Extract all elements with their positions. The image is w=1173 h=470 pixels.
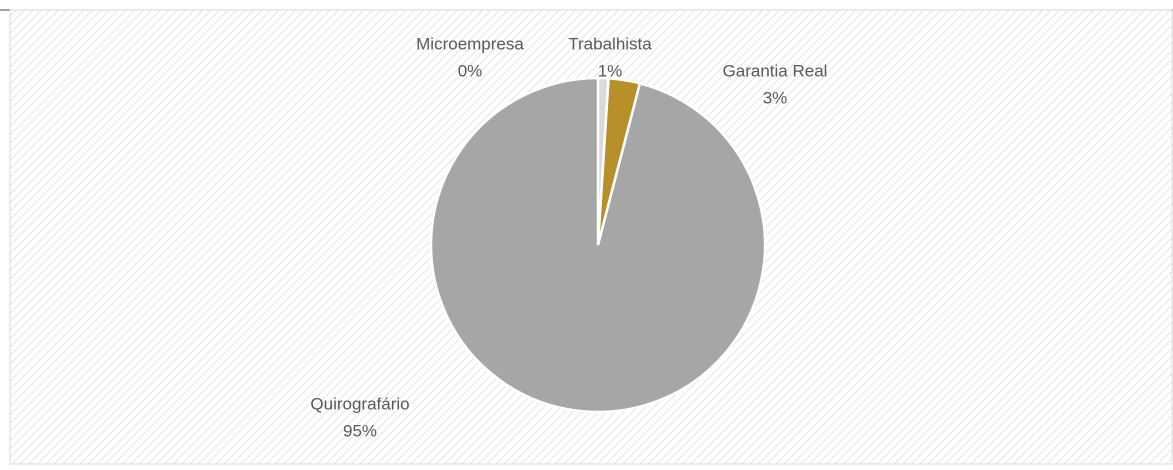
slice-value-label: 95% (343, 421, 377, 440)
slice-label: Quirografário (310, 394, 409, 413)
slice-value-label: 3% (763, 88, 788, 107)
slice-label: Garantia Real (723, 61, 828, 80)
slice-label: Microempresa (416, 34, 524, 53)
pie-slice (429, 76, 767, 414)
slice-value-label: 0% (458, 61, 483, 80)
slice-label: Trabalhista (568, 34, 652, 53)
slice-value-label: 1% (598, 61, 623, 80)
